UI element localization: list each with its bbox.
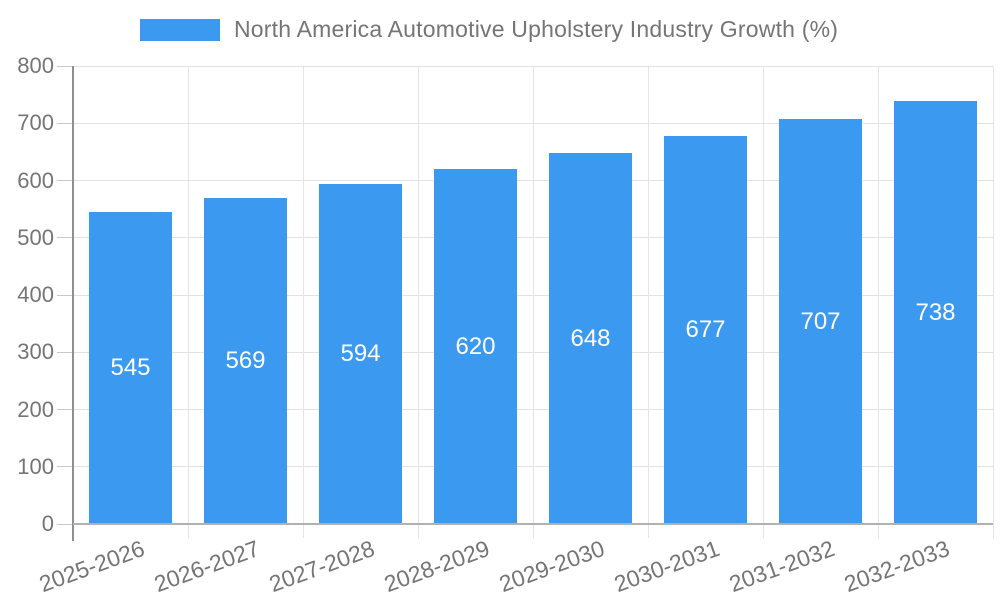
y-tick-500 bbox=[57, 237, 73, 239]
gridline-x-4 bbox=[532, 66, 534, 538]
gridline-x-6 bbox=[762, 66, 764, 538]
gridline-x-8 bbox=[992, 66, 994, 538]
y-axis-label-0: 0 bbox=[41, 511, 54, 536]
bar-2028-2029[interactable] bbox=[434, 169, 517, 524]
x-axis-label-2030-2031: 2030-2031 bbox=[610, 535, 723, 598]
bar-2030-2031[interactable] bbox=[664, 136, 747, 524]
y-axis-label-200: 200 bbox=[17, 396, 54, 422]
x-axis-label-2028-2029: 2028-2029 bbox=[380, 535, 493, 598]
legend-label: North America Automotive Upholstery Indu… bbox=[234, 16, 839, 42]
y-tick-700 bbox=[57, 122, 73, 124]
x-axis-label-2025-2026: 2025-2026 bbox=[35, 535, 148, 598]
bar-2029-2030[interactable] bbox=[549, 153, 632, 524]
y-axis-label-300: 300 bbox=[17, 339, 54, 365]
y-tick-800 bbox=[57, 65, 73, 67]
bar-2026-2027[interactable] bbox=[204, 198, 287, 524]
x-axis-label-2027-2028: 2027-2028 bbox=[265, 535, 378, 598]
x-axis-label-2026-2027: 2026-2027 bbox=[150, 535, 263, 598]
y-axis-label-500: 500 bbox=[17, 224, 54, 250]
gridline-x-2 bbox=[302, 66, 304, 538]
legend-item[interactable]: North America Automotive Upholstery Indu… bbox=[140, 16, 838, 43]
y-axis-line bbox=[72, 66, 74, 541]
x-axis-label-2032-2033: 2032-2033 bbox=[840, 535, 953, 598]
bar-2025-2026[interactable] bbox=[89, 211, 172, 524]
y-axis-label-700: 700 bbox=[17, 110, 54, 136]
y-tick-0 bbox=[57, 523, 73, 525]
gridline-x-3 bbox=[417, 66, 419, 538]
y-tick-600 bbox=[57, 180, 73, 181]
gridline-x-7 bbox=[877, 66, 879, 538]
bar-2027-2028[interactable] bbox=[319, 183, 402, 524]
y-tick-200 bbox=[57, 409, 73, 410]
y-axis-label-600: 600 bbox=[17, 167, 54, 193]
gridline-x-1 bbox=[187, 66, 189, 538]
x-axis-label-2029-2030: 2029-2030 bbox=[495, 535, 608, 598]
gridline-x-5 bbox=[647, 66, 649, 538]
bar-2032-2033[interactable] bbox=[894, 101, 977, 524]
x-axis-line bbox=[73, 523, 993, 525]
y-tick-100 bbox=[57, 466, 73, 468]
y-axis-label-800: 800 bbox=[17, 53, 54, 78]
y-axis-label-400: 400 bbox=[17, 282, 54, 307]
y-axis-label-100: 100 bbox=[17, 453, 54, 479]
bar-2031-2032[interactable] bbox=[779, 119, 862, 524]
legend-swatch bbox=[140, 18, 220, 41]
x-axis-label-2031-2032: 2031-2032 bbox=[725, 535, 838, 598]
y-tick-400 bbox=[57, 294, 73, 296]
y-tick-300 bbox=[57, 351, 73, 353]
